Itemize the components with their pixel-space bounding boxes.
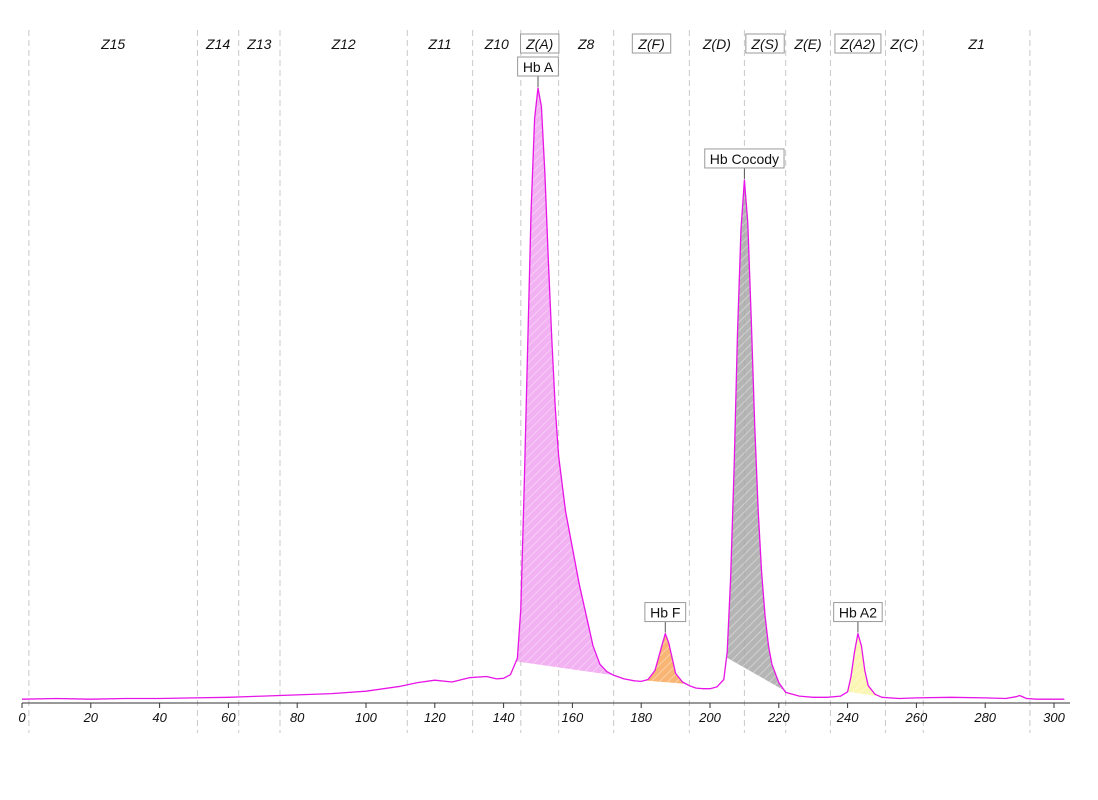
x-tick-label: 300: [1043, 710, 1065, 725]
x-tick-label: 200: [698, 710, 721, 725]
zone-label-box: [631, 33, 672, 54]
peak-fills: [515, 88, 881, 697]
zone-label: Z(D): [702, 36, 731, 52]
zone-label: Z14: [205, 36, 230, 52]
zone-label: Z12: [331, 36, 356, 52]
x-tick-label: 80: [290, 710, 305, 725]
peak-label-box: [517, 56, 559, 77]
x-tick-label: 120: [424, 710, 446, 725]
zone-label: Z(C): [889, 36, 918, 52]
zone-label: Z15: [100, 36, 125, 52]
x-tick-label: 60: [221, 710, 236, 725]
peak-label-box: [644, 602, 687, 623]
x-tick-label: 220: [767, 710, 790, 725]
peak-label-box: [704, 148, 785, 169]
peak-label: Hb Cocody: [710, 151, 779, 167]
peak-area-hatch: [515, 88, 614, 676]
zone-label: Z(F): [637, 36, 664, 52]
zone-label: Z(A2): [839, 36, 875, 52]
x-tick-label: 100: [355, 710, 377, 725]
zone-label: Z8: [577, 36, 595, 52]
x-tick-label: 240: [836, 710, 859, 725]
zone-label: Z11: [427, 36, 451, 52]
x-axis: 0 20 40 60 80 100 120 140 160 180 200 220 240 260 280 3…: [18, 702, 1070, 725]
x-tick-label: 160: [562, 710, 584, 725]
zone-label: Z(S): [750, 36, 778, 52]
trace-line: [21, 87, 1065, 700]
x-tick-label: 20: [83, 710, 99, 725]
zone-label: Z13: [246, 36, 271, 52]
trace-group: [21, 87, 1065, 700]
x-tick-label: 140: [493, 710, 515, 725]
zone-label: Z10: [484, 36, 509, 52]
peak-labels: Hb A Hb F Hb Cocody Hb A2: [517, 56, 883, 633]
peak-label: Hb A2: [839, 605, 877, 621]
x-tick-label: 0: [18, 710, 26, 725]
peak-area-hatch: [726, 179, 785, 691]
zone-label-box: [745, 33, 785, 54]
x-tick-label: 260: [905, 710, 928, 725]
zone-label: Z(E): [793, 36, 821, 52]
peak-label: Hb F: [650, 605, 680, 621]
x-tick-label: 180: [630, 710, 652, 725]
zone-label: Z1: [967, 36, 984, 52]
zone-label: Z(A): [525, 36, 553, 52]
zone-label-box: [520, 33, 560, 54]
x-tick-label: 40: [152, 710, 167, 725]
peak-label: Hb A: [523, 59, 554, 75]
x-tick-label: 280: [973, 710, 996, 725]
zone-labels: Z15 Z14 Z13 Z12 Z11 Z10 Z(A) Z8 Z(F) Z(D) Z(S) Z(E)…: [100, 33, 985, 54]
zone-label-box: [834, 33, 882, 54]
peak-label-box: [833, 602, 883, 623]
